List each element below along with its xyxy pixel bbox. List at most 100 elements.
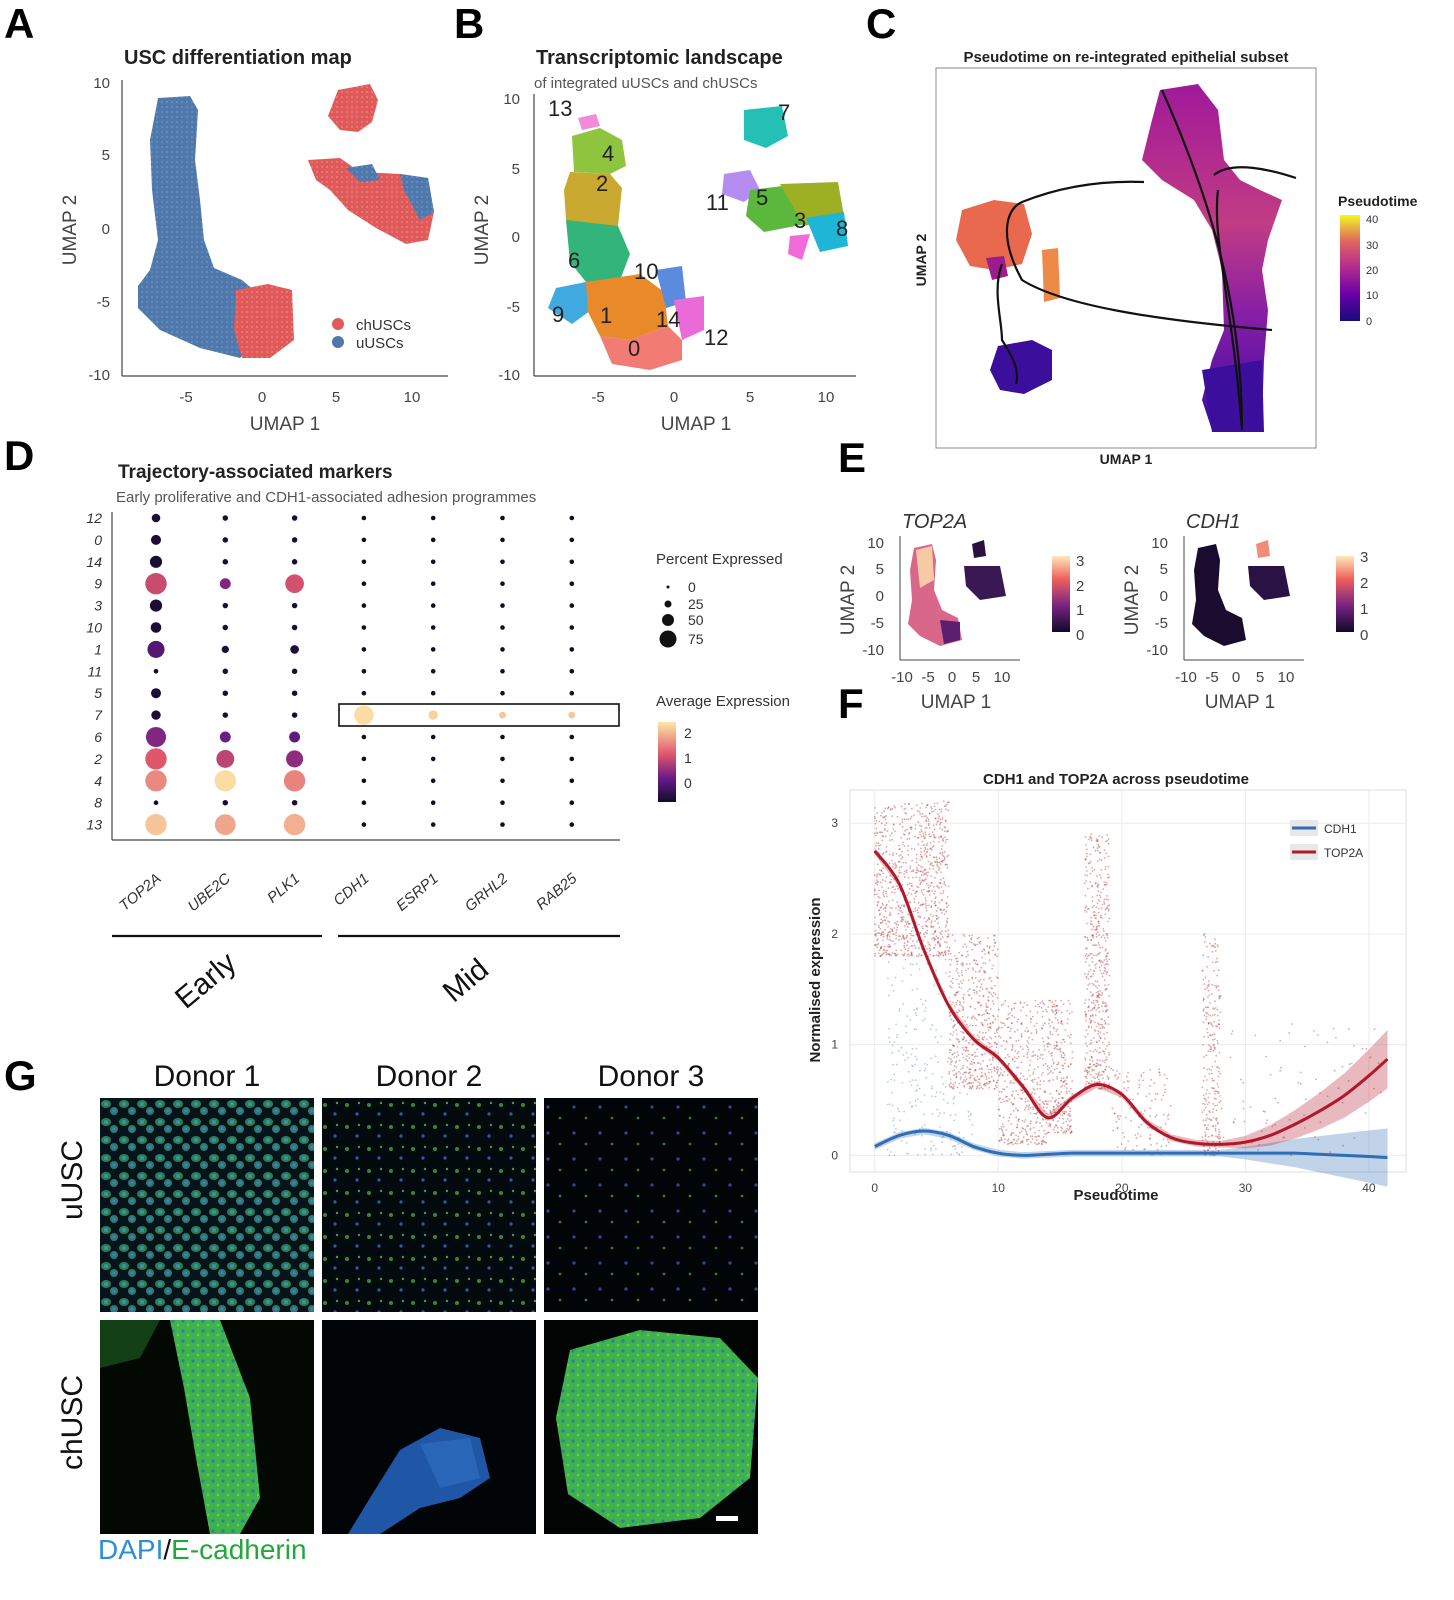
svg-text:10: 10 [503,91,520,108]
panel-c-xlabel: UMAP 1 [1100,451,1153,467]
dot-0-UBE2C [222,537,229,543]
panel-g-col-donor3: Donor 3 [597,1060,705,1093]
cluster-label-12: 12 [86,510,102,526]
panel-d-highlight-box [338,703,620,727]
dot-13-CDH1 [361,822,367,827]
panel-c-ylabel: UMAP 2 [913,233,929,286]
svg-text:1: 1 [1360,601,1368,618]
dot-5-UBE2C [222,690,229,696]
svg-text:11: 11 [706,190,729,215]
dot-1-PLK1 [290,645,299,654]
svg-text:0: 0 [1160,588,1168,605]
dot-3-PLK1 [291,602,298,609]
panel-c-title: Pseudotime on re-integrated epithelial s… [963,49,1288,66]
panel-f-legend: CDH1 TOP2A [1290,820,1363,860]
panel-a-y-ticks: 10 5 0 -5 -10 [88,75,110,384]
panel-letter-c: C [866,0,897,47]
panel-b-ylabel: UMAP 2 [472,195,493,265]
line-CDH1 [874,1129,1388,1160]
line-TOP2A [873,849,1389,1146]
dot-7-PLK1 [291,712,298,718]
svg-text:75: 75 [688,631,704,647]
svg-text:1: 1 [1076,602,1084,619]
svg-text:0: 0 [948,669,956,686]
dot-3-TOP2A [149,599,163,612]
svg-text:4: 4 [602,141,614,166]
dot-8-TOP2A [153,800,159,805]
dot-10-UBE2C [222,624,229,631]
svg-text:10: 10 [93,75,110,92]
panel-g-column-headers: Donor 1 Donor 2 Donor 3 [100,1060,760,1100]
dot-3-CDH1 [361,603,367,608]
dot-1-RAB25 [569,647,575,652]
cluster-label-0: 0 [94,532,102,548]
svg-text:0: 0 [1360,627,1368,644]
panel-b-clusters [548,106,848,370]
svg-text:10: 10 [1278,669,1295,686]
dot-9-PLK1 [285,574,304,594]
panel-e-cdh1-plot: CDH1 10 5 0 -5 -10 -10 -5 0 5 10 UMAP 1 … [1122,511,1368,713]
panel-g-micrographs [100,1098,758,1534]
dot-10-TOP2A [150,622,162,633]
dot-2-UBE2C [216,749,235,768]
panel-d-color-legend-title: Average Expression [656,693,790,710]
svg-text:40: 40 [1366,214,1378,226]
panel-e-feature-plots: TOP2A 10 5 0 -5 -10 -10 -5 0 5 10 UMAP 1… [840,511,1368,713]
svg-text:-5: -5 [97,294,110,311]
dot-14-PLK1 [291,559,298,565]
panel-c-trajectory [996,89,1297,431]
dot-1-ESRP1 [430,647,436,652]
dot-1-GRHL2 [500,647,505,652]
panel-e-top2a-title: TOP2A [902,511,967,533]
svg-text:2: 2 [684,725,692,741]
dot-14-UBE2C [222,559,229,565]
gene-label-GRHL2: GRHL2 [462,870,512,916]
svg-text:50: 50 [688,612,704,628]
panel-letter-a: A [4,0,35,47]
x-tick-10: 10 [992,1181,1006,1195]
panel-g-caption-ecad: E-cadherin [171,1534,307,1565]
dot-6-PLK1 [289,731,301,743]
panel-letter-e: E [838,434,867,481]
dot-13-UBE2C [214,814,236,835]
svg-text:-10: -10 [862,642,884,659]
dot-9-TOP2A [145,573,167,595]
cluster-label-5: 5 [94,685,102,701]
panel-letter-g: G [4,1052,37,1099]
x-tick-40: 40 [1362,1181,1376,1195]
panel-f-scatter-cloud [873,800,1382,1157]
dot-7-CDH1 [354,705,374,725]
svg-text:chUSCs: chUSCs [356,317,411,334]
svg-text:0: 0 [512,229,520,246]
dot-6-TOP2A [145,726,167,748]
svg-text:0: 0 [1366,316,1372,328]
svg-text:2: 2 [596,171,608,196]
panel-g-caption-dapi: DAPI [98,1534,164,1565]
panel-c-colorbar [1340,215,1360,321]
cluster-label-7: 7 [94,707,103,723]
dot-2-ESRP1 [430,756,436,762]
panel-g-uusc-donor3-image [544,1098,758,1312]
dot-2-CDH1 [361,756,367,762]
svg-text:10: 10 [1151,535,1168,552]
panel-g-scale-bar [716,1516,738,1521]
svg-text:-10: -10 [88,367,110,384]
svg-text:0: 0 [1232,669,1240,686]
dot-7-RAB25 [568,711,576,719]
panel-f-xlabel: Pseudotime [1073,1187,1158,1204]
svg-text:-5: -5 [507,299,520,316]
y-tick-2: 2 [831,927,838,941]
dot-7-UBE2C [222,712,229,718]
dot-5-RAB25 [569,690,575,696]
panel-b-subtitle: of integrated uUSCs and chUSCs [534,75,757,92]
svg-text:5: 5 [1256,669,1264,686]
x-tick-30: 30 [1239,1181,1253,1195]
panel-f-confidence-bands [874,847,1388,1187]
panel-letter-f: F [838,680,864,727]
panel-f-ylabel: Normalised expression [807,897,824,1062]
panel-d-group-mid: Mid [437,953,495,1009]
panel-a-ylabel: UMAP 2 [60,195,81,265]
dot-0-CDH1 [361,537,367,543]
dot-8-GRHL2 [500,800,505,805]
